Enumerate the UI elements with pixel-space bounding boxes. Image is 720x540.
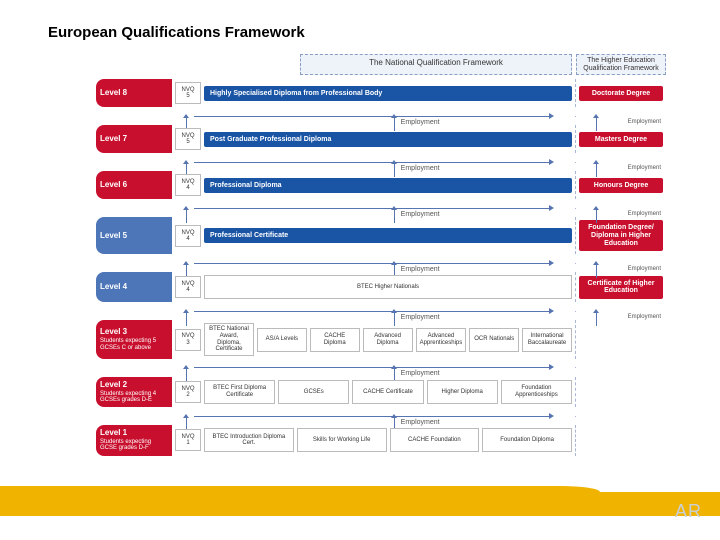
- main-area-7: NVQ5Post Graduate Professional Diploma: [172, 125, 576, 153]
- logo-text: AR: [675, 501, 702, 522]
- nvq-box: NVQ1: [175, 429, 201, 451]
- main-area-4: NVQ4BTEC Higher Nationals: [172, 272, 576, 302]
- he-qualification: Doctorate Degree: [579, 86, 663, 102]
- employment-label: Employment: [625, 119, 664, 125]
- employment-divider: EmploymentEmployment: [96, 199, 666, 217]
- qualification-box: OCR Nationals: [469, 328, 519, 352]
- qualification-pill: Professional Diploma: [204, 178, 572, 193]
- qualification-box: CACHE Diploma: [310, 328, 360, 352]
- qualification-box: GCSEs: [278, 380, 349, 404]
- eqf-diagram: The National Qualification FrameworkThe …: [96, 54, 666, 456]
- qualification-box: BTEC Introduction Diploma Cert.: [204, 428, 294, 452]
- employment-divider: EmploymentEmployment: [96, 107, 666, 125]
- qualification-box: AS/A Levels: [257, 328, 307, 352]
- qualification-box: Higher Diploma: [427, 380, 498, 404]
- employment-label: Employment: [625, 266, 664, 272]
- level-box-3: Level 3Students expecting 5 GCSEs C or a…: [96, 320, 172, 358]
- he-area-3: [576, 320, 666, 358]
- nvq-box: NVQ4: [175, 174, 201, 196]
- level-box-6: Level 6: [96, 171, 172, 199]
- nvq-box: NVQ4: [175, 276, 201, 298]
- qualification-pill: Professional Certificate: [204, 228, 572, 243]
- employment-divider: Employment: [96, 359, 666, 377]
- qualification-box: Skills for Working Life: [297, 428, 387, 452]
- qualification-box: BTEC First Diploma Certificate: [204, 380, 275, 404]
- page-title: European Qualifications Framework: [48, 24, 305, 41]
- qualification-box: CACHE Certificate: [352, 380, 423, 404]
- employment-label: Employment: [625, 314, 664, 320]
- main-area-3: NVQ3BTEC National Award, Diploma, Certif…: [172, 320, 576, 358]
- qualification-box: BTEC National Award, Diploma, Certificat…: [204, 323, 254, 355]
- level-row-4: Level 4NVQ4BTEC Higher NationalsCertific…: [96, 272, 666, 302]
- qualification-pill: Post Graduate Professional Diploma: [204, 132, 572, 147]
- level-box-1: Level 1Students expecting GCSE grades D-…: [96, 425, 172, 455]
- level-box-4: Level 4: [96, 272, 172, 302]
- employment-divider: EmploymentEmployment: [96, 302, 666, 320]
- nvq-box: NVQ2: [175, 381, 201, 403]
- qualification-box: Advanced Apprenticeships: [416, 328, 467, 352]
- employment-label: Employment: [625, 211, 664, 217]
- qualification-box: Advanced Diploma: [363, 328, 413, 352]
- employment-divider: EmploymentEmployment: [96, 254, 666, 272]
- main-area-2: NVQ2BTEC First Diploma CertificateGCSEsC…: [172, 377, 576, 407]
- he-qualification: Foundation Degree/ Diploma in Higher Edu…: [579, 220, 663, 251]
- qualification-box: BTEC Higher Nationals: [204, 275, 572, 299]
- level-box-7: Level 7: [96, 125, 172, 153]
- nvq-box: NVQ4: [175, 225, 201, 247]
- employment-label: Employment: [625, 165, 664, 171]
- he-area-2: [576, 377, 666, 407]
- main-area-6: NVQ4Professional Diploma: [172, 171, 576, 199]
- level-row-8: Level 8NVQ5Highly Specialised Diploma fr…: [96, 79, 666, 107]
- he-area-8: Doctorate Degree: [576, 79, 666, 107]
- header-national: The National Qualification Framework: [300, 54, 572, 75]
- qualification-box: CACHE Foundation: [390, 428, 480, 452]
- employment-divider: EmploymentEmployment: [96, 153, 666, 171]
- main-area-8: NVQ5Highly Specialised Diploma from Prof…: [172, 79, 576, 107]
- he-qualification: Honours Degree: [579, 178, 663, 194]
- he-area-1: [576, 425, 666, 455]
- qualification-box: International Baccalaureate: [522, 328, 572, 352]
- he-area-4: Certificate of Higher Education: [576, 272, 666, 302]
- level-row-5: Level 5NVQ4Professional CertificateFound…: [96, 217, 666, 254]
- qualification-pill: Highly Specialised Diploma from Professi…: [204, 86, 572, 101]
- header-higher-ed: The Higher Education Qualification Frame…: [576, 54, 666, 75]
- level-box-5: Level 5: [96, 217, 172, 254]
- he-area-5: Foundation Degree/ Diploma in Higher Edu…: [576, 217, 666, 254]
- qualification-box: Foundation Diploma: [482, 428, 572, 452]
- level-box-2: Level 2Students expecting 4 GCSEs grades…: [96, 377, 172, 407]
- employment-divider: Employment: [96, 407, 666, 425]
- he-area-7: Masters Degree: [576, 125, 666, 153]
- level-row-2: Level 2Students expecting 4 GCSEs grades…: [96, 377, 666, 407]
- nvq-box: NVQ5: [175, 128, 201, 150]
- main-area-5: NVQ4Professional Certificate: [172, 217, 576, 254]
- level-row-1: Level 1Students expecting GCSE grades D-…: [96, 425, 666, 455]
- footer-band: [0, 492, 720, 516]
- qualification-box: Foundation Apprenticeships: [501, 380, 572, 404]
- level-row-3: Level 3Students expecting 5 GCSEs C or a…: [96, 320, 666, 358]
- he-area-6: Honours Degree: [576, 171, 666, 199]
- level-row-7: Level 7NVQ5Post Graduate Professional Di…: [96, 125, 666, 153]
- level-row-6: Level 6NVQ4Professional DiplomaHonours D…: [96, 171, 666, 199]
- main-area-1: NVQ1BTEC Introduction Diploma Cert.Skill…: [172, 425, 576, 455]
- he-qualification: Certificate of Higher Education: [579, 276, 663, 299]
- he-qualification: Masters Degree: [579, 132, 663, 148]
- nvq-box: NVQ3: [175, 329, 201, 351]
- level-box-8: Level 8: [96, 79, 172, 107]
- nvq-box: NVQ5: [175, 82, 201, 104]
